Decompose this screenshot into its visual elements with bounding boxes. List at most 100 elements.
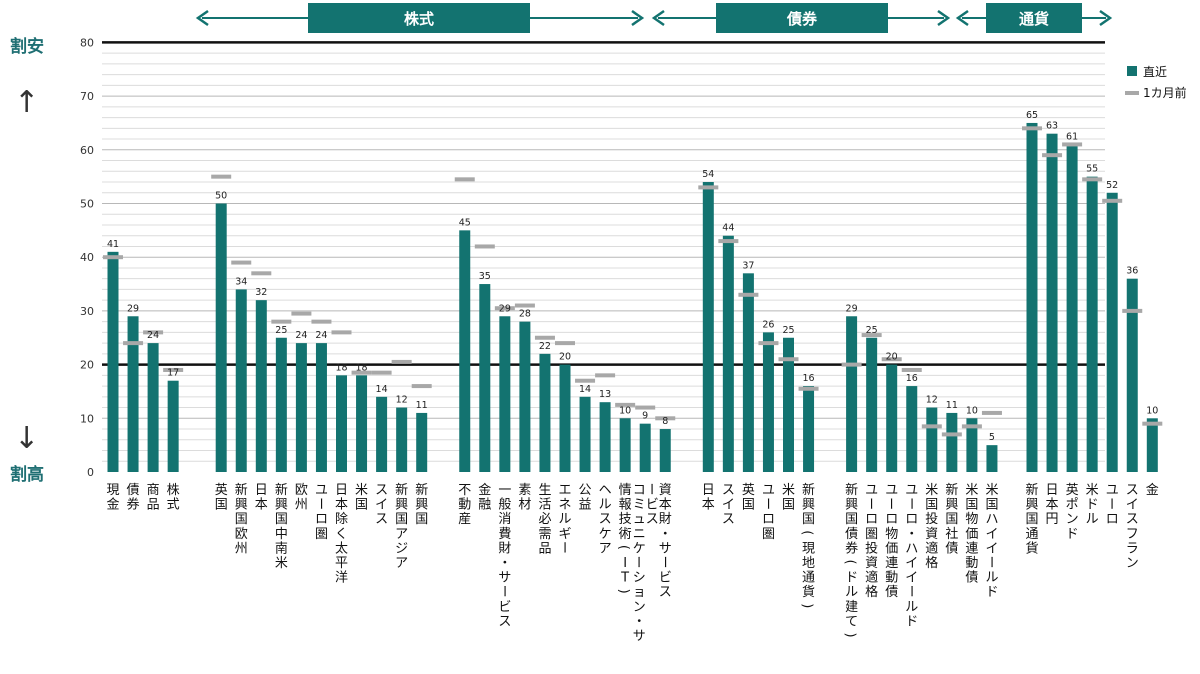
category-label-char: 英 [742,483,755,498]
bar-recent [416,412,428,472]
data-label: 12 [926,395,938,406]
category-label: 米国 [355,483,368,513]
data-label: 11 [946,400,958,411]
bar-recent [742,273,754,472]
bar-recent [1026,122,1038,472]
category-label-char: 日 [335,483,348,498]
marker-prev-month [901,367,922,372]
data-label: 14 [376,384,388,395]
banner-box [308,3,530,33]
category-label: 商品 [147,483,160,513]
y-tick-label: 50 [80,198,94,211]
category-label-char: ビ [659,571,672,586]
bar-recent [559,364,571,472]
category-label-char: ア [395,556,408,571]
data-label: 22 [539,341,551,352]
banner-label: 株式 [404,10,434,28]
category-label-char: 物 [965,512,978,527]
marker-prev-month [655,416,676,421]
category-label-char: ケ [599,527,612,542]
marker-prev-month [411,384,432,389]
category-label-char: 品 [147,498,160,513]
marker-prev-month [718,239,739,244]
category-label-char: 興 [235,498,248,513]
category-label-char: ユ [1106,483,1119,498]
marker-prev-month [921,424,942,429]
category-label: 欧州 [295,483,308,513]
category-label-char: ョ [633,585,646,600]
marker-prev-month [211,174,232,179]
category-label-char: 活 [538,498,551,513]
category-label-char: 国 [355,498,368,513]
bar-recent [1126,278,1138,472]
category-label-char: 新 [845,482,858,498]
category-label-char: 貨 [1025,540,1038,556]
category-label-char: サ [659,541,672,556]
data-label: 10 [1146,405,1158,416]
data-label: 9 [642,411,648,422]
bar-recent [396,407,408,472]
category-label-char: 本 [1046,498,1059,513]
bar-recent [762,332,774,472]
data-label: 35 [479,271,491,282]
category-label-char: ュ [633,512,646,527]
category-label-char: 資 [659,483,672,498]
category-label: 現金 [106,483,119,513]
data-label: 36 [1126,266,1138,277]
marker-prev-month [778,357,799,362]
marker-prev-month [251,271,272,276]
data-label: 16 [906,373,918,384]
data-label: 20 [559,352,571,363]
category-label-char: ド [1066,527,1079,542]
category-label: 日本 [702,483,715,513]
category-label-char: 国 [742,498,755,513]
category-label-char: 融 [478,498,491,513]
category-label-char: ン [633,600,646,615]
category-label-char: ギ [558,527,571,542]
category-label-char: 品 [538,541,551,556]
category-label-char: T [620,571,629,586]
marker-prev-month [271,319,292,324]
bar-recent [315,343,327,472]
category-label-char: 本 [255,498,268,513]
category-label-char: 不 [458,483,471,498]
category-label-char: ハ [905,541,918,556]
category-label-char: 本 [659,498,672,513]
category-label-char: ル [558,512,571,527]
bar-recent [702,182,714,472]
category-label-char: ア [395,527,408,542]
category-label-char: 券 [127,497,140,513]
y-tick-label: 20 [80,359,94,372]
category-label-char: ケ [633,541,646,556]
marker-prev-month [311,319,332,324]
bar-recent [846,316,858,472]
category-label-char: 債 [945,541,958,556]
category-label-char: サ [498,571,511,586]
side-label-expensive: 割高 [10,464,44,485]
category-label-char: 日 [702,483,715,498]
data-label: 55 [1086,164,1098,175]
category-label-char: ド [1086,498,1099,513]
category-label: 日本 [255,483,268,513]
category-label-char: 興 [845,498,858,513]
data-label: 54 [702,169,714,180]
category-label-char: 国 [415,512,428,527]
legend-label-recent: 直近 [1143,65,1167,79]
category-label-char: 債 [885,585,898,600]
category-label-char: ロ [905,512,918,527]
category-label-char: 国 [802,512,815,527]
marker-prev-month [1102,198,1123,203]
category-label-char: ス [498,614,511,629]
data-label: 29 [846,303,858,314]
category-label-char: ス [659,585,672,600]
category-label-char: 国 [395,512,408,527]
category-label-char: ー [312,497,327,510]
marker-prev-month [615,402,636,407]
marker-prev-month [331,330,352,335]
arrow-left-icon [195,9,209,27]
legend-swatch-prev [1125,91,1139,95]
